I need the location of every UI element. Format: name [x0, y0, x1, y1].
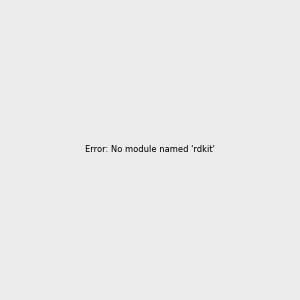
Text: Error: No module named 'rdkit': Error: No module named 'rdkit' [85, 146, 215, 154]
